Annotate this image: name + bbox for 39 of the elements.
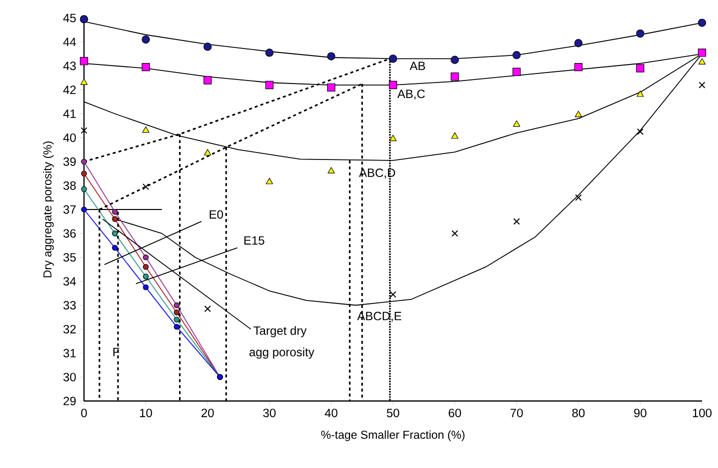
annotation: ABC,D	[359, 168, 396, 178]
annotation: agg porosity	[249, 348, 314, 359]
annotation: ABCD,E	[357, 312, 402, 322]
y-tick-label: 37	[63, 205, 76, 214]
annotation: F	[113, 348, 120, 356]
x-tick-label: 50	[386, 408, 400, 418]
x-tick-label: 100	[692, 408, 712, 418]
y-tick-label: 34	[63, 277, 76, 286]
annotation: AB,C	[397, 90, 425, 100]
annotation: E0	[210, 210, 224, 219]
annotation: Target dry	[254, 326, 307, 338]
x-tick-label: 40	[324, 408, 338, 418]
y-tick-label: 40	[63, 133, 76, 142]
y-tick-label: 43	[63, 62, 76, 70]
x-tick-label: 60	[448, 408, 462, 418]
y-tick-label: 32	[63, 324, 76, 334]
x-tick-label: 0	[81, 408, 87, 418]
x-tick-label: 20	[202, 408, 214, 418]
x-tick-label: 30	[263, 408, 276, 418]
x-tick-label: 70	[510, 408, 523, 418]
x-axis-title: %-tage Smaller Fraction (%)	[321, 430, 464, 442]
y-tick-label: 42	[63, 86, 76, 94]
y-tick-label: 35	[63, 253, 76, 262]
y-tick-label: 30	[63, 372, 76, 382]
y-tick-label: 44	[63, 38, 76, 46]
y-tick-label: 38	[63, 181, 76, 190]
y-tick-label: 29	[64, 396, 76, 406]
y-tick-label: 41	[63, 110, 76, 118]
y-tick-label: 36	[63, 229, 76, 238]
x-tick-label: 10	[140, 408, 152, 418]
annotation: E15	[244, 236, 264, 245]
annotation: AB	[410, 62, 426, 70]
y-tick-label: 45	[63, 14, 76, 22]
y-axis-title: Dry aggregate porosity (%)	[43, 142, 54, 278]
y-tick-label: 31	[63, 348, 76, 358]
x-tick-label: 80	[572, 408, 585, 418]
y-tick-label: 39	[63, 157, 76, 166]
x-tick-label: 90	[634, 408, 646, 418]
y-tick-label: 33	[63, 301, 76, 310]
